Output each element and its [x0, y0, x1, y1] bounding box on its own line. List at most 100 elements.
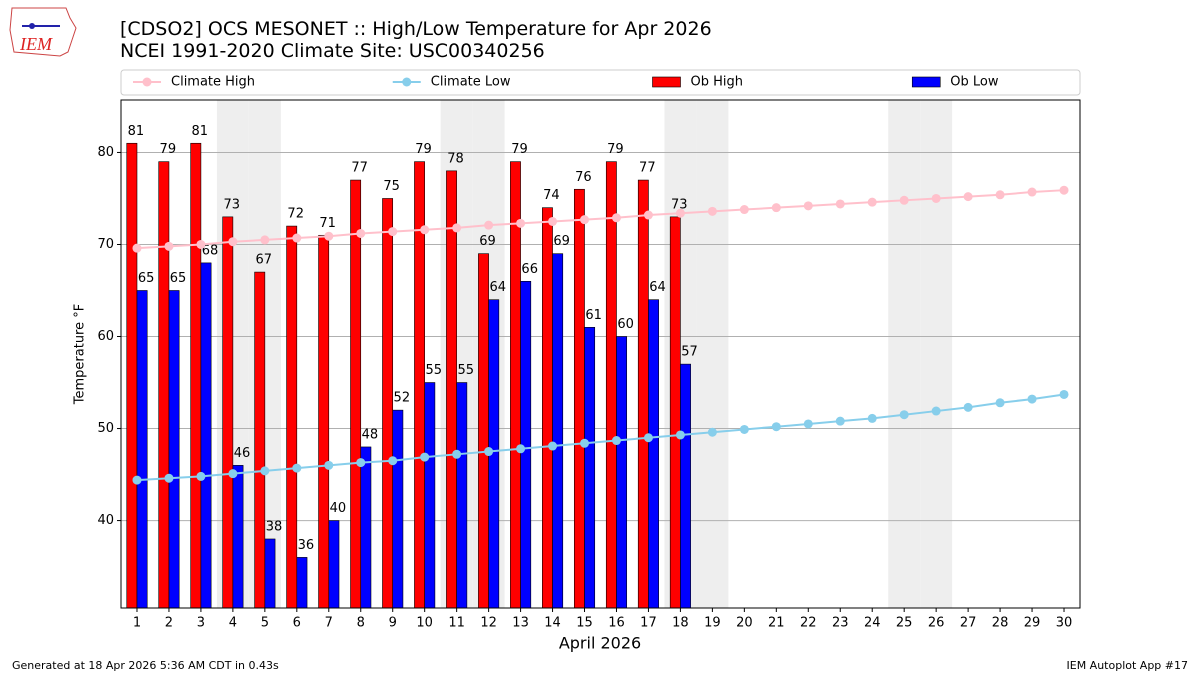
- x-tick-label: 1: [133, 616, 141, 631]
- data-label: 40: [330, 501, 347, 516]
- line-marker: [580, 438, 590, 448]
- x-tick-label: 8: [357, 616, 365, 631]
- line-marker: [132, 475, 142, 485]
- weekend-shade: [888, 100, 921, 608]
- legend-swatch: [652, 76, 681, 88]
- y-tick-label: 70: [97, 237, 114, 252]
- y-tick-label: 50: [97, 421, 114, 436]
- bar: [126, 142, 138, 609]
- line-marker: [803, 419, 813, 429]
- bar: [510, 161, 521, 609]
- x-tick-label: 12: [480, 616, 497, 631]
- x-tick-label: 16: [608, 616, 625, 631]
- x-tick-label: 30: [1056, 616, 1073, 631]
- x-tick-label: 7: [325, 616, 333, 631]
- line-marker: [548, 441, 558, 451]
- line: [136, 189, 1065, 250]
- line-marker: [931, 193, 941, 203]
- line-marker: [931, 406, 941, 416]
- bar: [669, 216, 681, 609]
- footer-right: IEM Autoplot App #17: [1067, 659, 1189, 672]
- line-marker: [484, 220, 494, 230]
- line-marker: [292, 233, 302, 243]
- plot-area: 81 79 81 73 67 72 71 77 75 79 78 69 79 74 76 79 77 73 65 65…: [121, 100, 1080, 609]
- line-marker: [132, 243, 142, 253]
- x-tick-label: 17: [640, 616, 657, 631]
- line-marker: [899, 410, 909, 420]
- bar: [350, 179, 362, 609]
- line-marker: [260, 466, 270, 476]
- bar: [382, 198, 394, 609]
- line-marker: [867, 413, 877, 423]
- data-label: 79: [607, 142, 624, 157]
- data-label: 67: [255, 253, 272, 268]
- x-tick-label: 24: [864, 616, 881, 631]
- x-tick-label: 25: [896, 616, 913, 631]
- x-tick-label: 11: [448, 616, 465, 631]
- bar: [200, 262, 212, 609]
- line-marker: [707, 206, 717, 216]
- x-tick-label: 3: [197, 616, 205, 631]
- line-marker: [388, 227, 398, 237]
- line-marker: [292, 463, 302, 473]
- bar: [190, 142, 202, 609]
- line-marker: [675, 208, 685, 218]
- line-marker: [995, 398, 1005, 408]
- x-tick-label: 10: [416, 616, 433, 631]
- line-marker: [739, 205, 749, 215]
- line-marker: [164, 473, 174, 483]
- line-marker: [484, 447, 494, 457]
- data-label: 79: [160, 142, 177, 157]
- y-tick-label: 80: [97, 145, 114, 160]
- x-tick-label: 21: [768, 616, 785, 631]
- line-marker: [388, 456, 398, 466]
- legend-label: Climate High: [171, 75, 255, 90]
- data-label: 38: [266, 519, 283, 534]
- legend-label: Ob High: [691, 75, 744, 90]
- line-marker: [835, 199, 845, 209]
- y-axis-label: Temperature °F: [73, 304, 88, 405]
- logo: IEM: [9, 7, 77, 57]
- data-label: 81: [192, 124, 209, 139]
- bar: [542, 207, 553, 609]
- bar: [222, 216, 234, 609]
- legend-marker: [402, 77, 412, 87]
- data-label: 68: [202, 243, 219, 258]
- line-marker: [835, 416, 845, 426]
- line-marker: [516, 218, 526, 228]
- data-label: 71: [319, 216, 336, 231]
- data-label: 77: [351, 161, 368, 176]
- x-tick-label: 22: [800, 616, 817, 631]
- data-label: 72: [287, 207, 304, 222]
- line-marker: [452, 223, 462, 233]
- x-tick-label: 27: [960, 616, 977, 631]
- x-tick-label: 9: [389, 616, 397, 631]
- line-marker: [1059, 389, 1069, 399]
- line-marker: [1059, 185, 1069, 195]
- bar: [605, 161, 617, 609]
- data-label: 57: [681, 345, 698, 360]
- data-label: 77: [639, 161, 656, 176]
- x-tick-label: 26: [928, 616, 945, 631]
- line-marker: [420, 225, 430, 235]
- x-tick-label: 28: [992, 616, 1009, 631]
- weekend-shade: [920, 100, 953, 608]
- line-marker: [228, 469, 238, 479]
- line-marker: [611, 436, 621, 446]
- data-label: 60: [617, 317, 634, 332]
- data-label: 81: [128, 124, 145, 139]
- line-marker: [452, 449, 462, 459]
- logo-text: IEM: [19, 34, 53, 54]
- line-marker: [963, 402, 973, 412]
- chart-subtitle: NCEI 1991-2020 Climate Site: USC00340256: [120, 40, 545, 62]
- line-marker: [643, 210, 653, 220]
- line-marker: [548, 216, 558, 226]
- bar: [360, 446, 372, 609]
- x-tick-label: 14: [544, 616, 561, 631]
- data-label: 55: [457, 363, 474, 378]
- bar: [136, 290, 148, 609]
- y-tick-label: 60: [97, 329, 114, 344]
- legend-swatch: [911, 76, 941, 88]
- logo-dot: [29, 23, 35, 29]
